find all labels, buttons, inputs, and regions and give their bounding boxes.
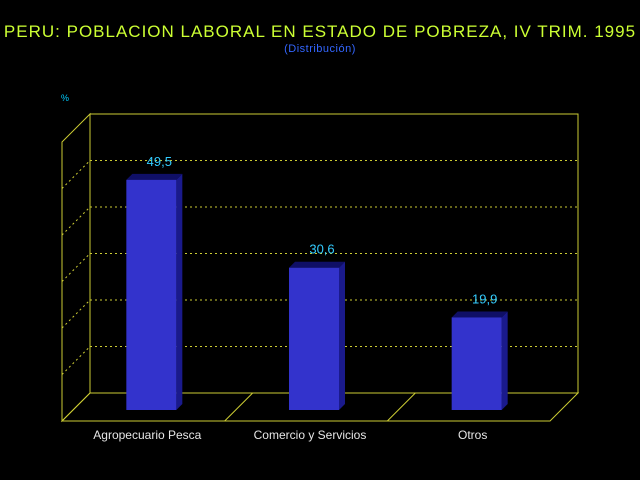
category-label: Otros (458, 428, 487, 442)
category-label: Comercio y Servicios (254, 428, 367, 442)
bar (289, 267, 339, 410)
bar-top (126, 173, 183, 180)
gridline-side (61, 253, 91, 282)
y-axis-label: % (61, 93, 70, 103)
floor-divider (224, 392, 254, 422)
bar (451, 317, 502, 410)
gridline-side (61, 299, 91, 329)
gridline-side (61, 160, 91, 189)
chart-title: PERU: POBLACION LABORAL EN ESTADO DE POB… (3, 22, 637, 41)
chart-subtitle: (Distribución) (284, 43, 356, 55)
floor-divider (386, 392, 416, 422)
data-label: 49,5 (147, 154, 172, 169)
left-wall (61, 112, 91, 423)
data-label: 30,6 (309, 242, 334, 257)
data-label: 19,9 (472, 291, 497, 306)
bar-top (451, 311, 508, 318)
gridline-side (61, 346, 91, 375)
bar-top (289, 261, 345, 268)
bar-side (176, 173, 183, 410)
bar-side (339, 261, 345, 410)
bar (126, 179, 177, 410)
category-label: Agropecuario Pesca (93, 428, 201, 442)
gridline-side (61, 206, 91, 236)
bar-side (501, 311, 508, 410)
